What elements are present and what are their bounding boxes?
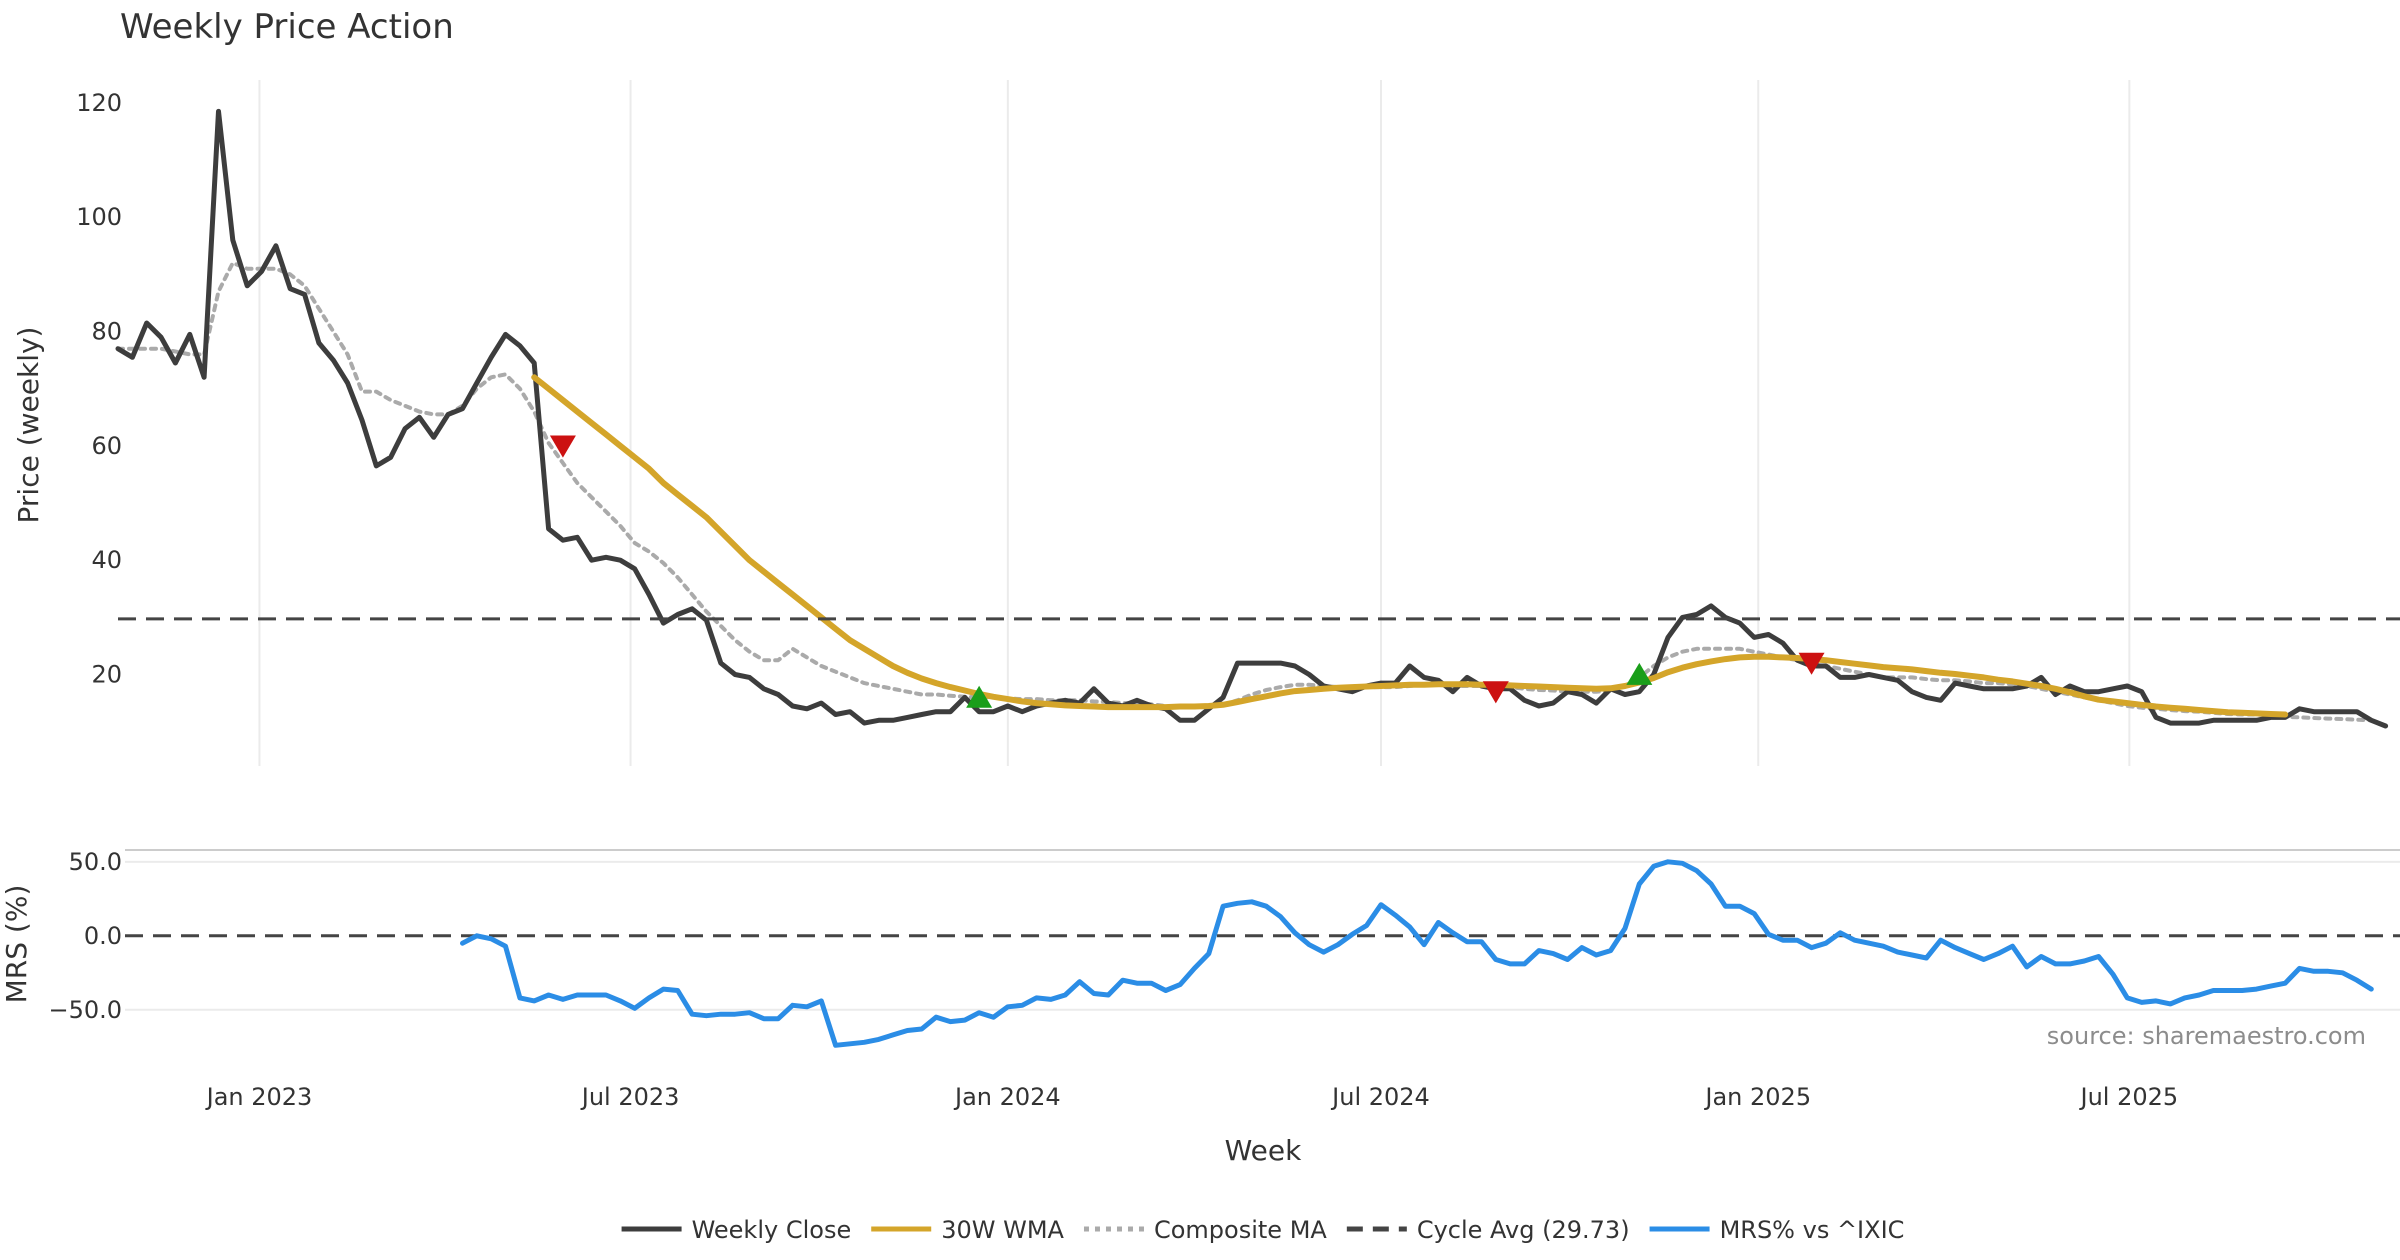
x-tick-jul-2025: Jul 2025 [2079,1083,2179,1111]
legend-label-mrs-vs-ixic: MRS% vs ^IXIC [1720,1216,1905,1244]
price-ytick-20: 20 [91,661,122,689]
mrs-ytick-1: 0.0 [84,922,122,950]
legend-label-composite-ma: Composite MA [1154,1216,1327,1244]
sell-marker-4 [1798,652,1825,675]
x-axis-label: Week [1225,1134,1302,1167]
price-grid [258,80,2131,766]
legend-label-cycle-avg-29-73: Cycle Avg (29.73) [1417,1216,1630,1244]
mrs-series [460,859,2374,1048]
series-weekly-close [115,108,2389,729]
x-tick-jan-2025: Jan 2025 [1703,1083,1811,1111]
price-ytick-120: 120 [76,89,122,117]
price-series [115,108,2400,729]
price-ytick-40: 40 [91,546,122,574]
x-tick-jan-2024: Jan 2024 [953,1083,1061,1111]
price-ytick-100: 100 [76,203,122,231]
legend: Weekly Close 30W WMA Composite MA Cycle Avg… [621,1216,1905,1244]
buy-marker-1 [966,685,993,708]
source-note: source: sharemaestro.com [2047,1022,2366,1050]
mrs-y-ticks: 50.0 0.0 −50.0 [48,848,122,1024]
price-y-ticks: 20 40 60 80 100 120 [76,89,122,689]
sell-marker-0 [549,435,576,458]
price-y-axis-label: Price (weekly) [12,327,45,524]
mrs-y-axis-label: MRS (%) [0,885,33,1004]
signal-markers [549,435,1825,708]
chart-title: Weekly Price Action [120,7,454,47]
series-composite-ma [116,260,2374,723]
mrs-grid [125,849,2400,1011]
x-tick-jan-2023: Jan 2023 [205,1083,313,1111]
buy-marker-3 [1626,662,1653,685]
x-tick-jul-2024: Jul 2024 [1330,1083,1430,1111]
x-tick-jul-2023: Jul 2023 [580,1083,680,1111]
mrs-ytick-2: −50.0 [48,996,122,1024]
legend-label-weekly-close: Weekly Close [692,1216,852,1244]
mrs-ytick-0: 50.0 [69,848,122,876]
series-30w-wma [531,374,2289,718]
price-ytick-60: 60 [91,432,122,460]
price-ytick-80: 80 [91,318,122,346]
x-axis-ticks: Jan 2023 Jul 2023 Jan 2024 Jul 2024 Jan 2025… [205,1083,2179,1111]
sell-marker-2 [1482,681,1509,704]
legend-label-30w-wma: 30W WMA [941,1216,1064,1244]
series-mrs-vs-ixic [460,859,2374,1048]
